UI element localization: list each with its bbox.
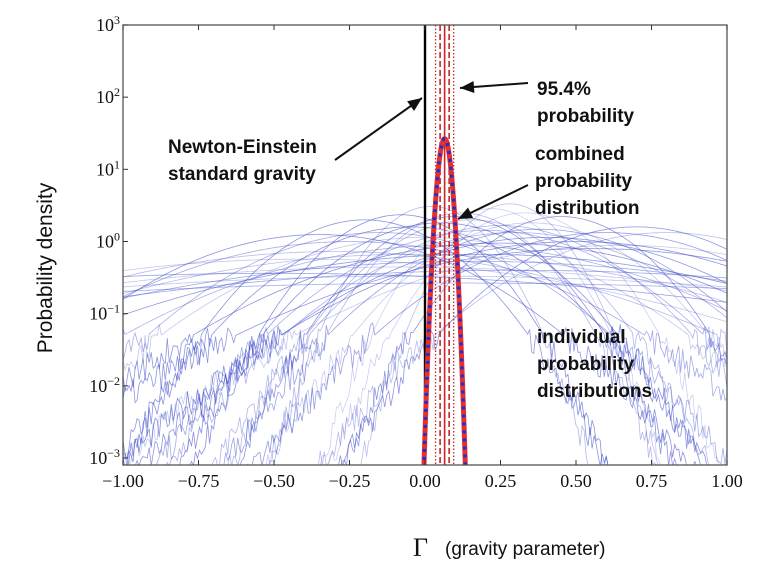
y-tick-label: 10−3 (89, 446, 120, 468)
reference-lines (423, 25, 455, 465)
x-tick-label: 0.00 (409, 471, 441, 491)
annotations: 95.4% probability Newton-Einstein standard … (168, 79, 652, 402)
y-tick-label: 103 (96, 13, 120, 35)
y-tick-label: 101 (96, 157, 120, 179)
combined-distribution (421, 136, 468, 465)
annotation-newton: Newton-Einstein standard gravity (168, 137, 317, 185)
axes: −1.00 −0.75 −0.50 −0.25 0.00 0.25 0.50 0.75 1.00… (89, 13, 743, 491)
x-tick-label: 0.75 (636, 471, 668, 491)
x-tick-label: −1.00 (102, 471, 144, 491)
combined-distribution-dots (421, 136, 468, 465)
x-tick-label: 1.00 (711, 471, 743, 491)
newton-arrow-head (407, 98, 422, 112)
x-tick-label: −0.25 (329, 471, 371, 491)
interval-arrow-head (460, 80, 475, 93)
x-tick-label: −0.75 (178, 471, 220, 491)
annotation-individual: individual probability distributions (537, 327, 652, 402)
y-tick-label: 10−1 (89, 302, 120, 324)
annotation-combined: combined probability distribution (535, 144, 639, 219)
x-tick-label: −0.50 (253, 471, 295, 491)
newton-arrow (334, 97, 423, 161)
y-tick-label: 10−2 (89, 374, 120, 396)
combined-arrow-head (458, 207, 474, 219)
y-tick-label: 102 (96, 85, 120, 107)
annotation-interval: 95.4% probability (537, 79, 635, 127)
x-axis-symbol: Γ (413, 533, 428, 562)
y-tick-label: 100 (96, 230, 120, 252)
x-tick-label: 0.50 (560, 471, 592, 491)
x-tick-label: 0.25 (485, 471, 517, 491)
y-axis-label: Probability density (34, 182, 57, 353)
x-axis-label: (gravity parameter) (445, 539, 606, 560)
